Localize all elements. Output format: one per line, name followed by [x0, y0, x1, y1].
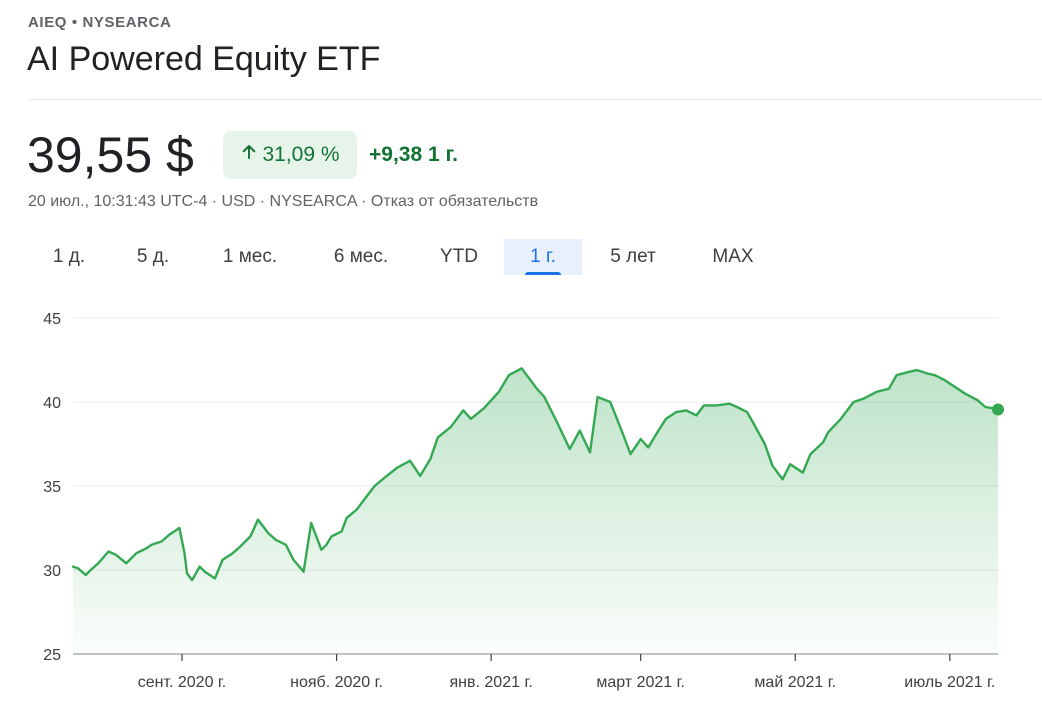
change-percent-badge: 31,09 %: [223, 131, 357, 179]
header-divider: [28, 99, 1042, 100]
x-tick-label: июль 2021 г.: [904, 674, 995, 691]
page-title: AI Powered Equity ETF: [27, 40, 381, 78]
y-axis: 25 30 35 40 45: [43, 311, 61, 664]
y-tick-label: 45: [43, 311, 61, 328]
y-tick-label: 35: [43, 479, 61, 496]
price-area: [73, 368, 998, 654]
tab-ytd[interactable]: YTD: [440, 246, 478, 267]
change-absolute: +9,38 1 г.: [369, 143, 458, 166]
tab-6m[interactable]: 6 мес.: [333, 246, 389, 267]
ticker-breadcrumb[interactable]: AIEQ • NYSEARCA: [28, 14, 172, 31]
x-tick-label: янв. 2021 г.: [450, 674, 533, 691]
tab-1d[interactable]: 1 д.: [52, 246, 86, 267]
x-axis: сент. 2020 г. нояб. 2020 г. янв. 2021 г. ма…: [138, 654, 995, 691]
change-percent: 31,09 %: [262, 143, 340, 166]
quote-meta: 20 июл., 10:31:43 UTC-4 · USD · NYSEARCA…: [28, 193, 539, 210]
last-price-point: [992, 403, 1004, 416]
current-price: 39,55 $: [27, 127, 194, 183]
arrow-up-icon: [240, 143, 258, 167]
x-tick-label: нояб. 2020 г.: [290, 674, 383, 691]
x-tick-label: март 2021 г.: [596, 674, 685, 691]
y-tick-label: 40: [43, 395, 61, 412]
tab-1y[interactable]: 1 г.: [504, 239, 582, 275]
price-chart[interactable]: 25 30 35 40 45 сент. 2020 г. нояб. 2020 г. янв…: [0, 290, 1042, 709]
y-tick-label: 30: [43, 563, 61, 580]
tab-5y[interactable]: 5 лет: [610, 246, 656, 267]
tab-1m[interactable]: 1 мес.: [222, 246, 278, 267]
price-line: [71, 367, 1000, 582]
tab-5d[interactable]: 5 д.: [136, 246, 170, 267]
x-tick-label: май 2021 г.: [754, 674, 836, 691]
tab-max[interactable]: MAX: [712, 246, 754, 267]
y-tick-label: 25: [43, 647, 61, 664]
x-tick-label: сент. 2020 г.: [138, 674, 227, 691]
